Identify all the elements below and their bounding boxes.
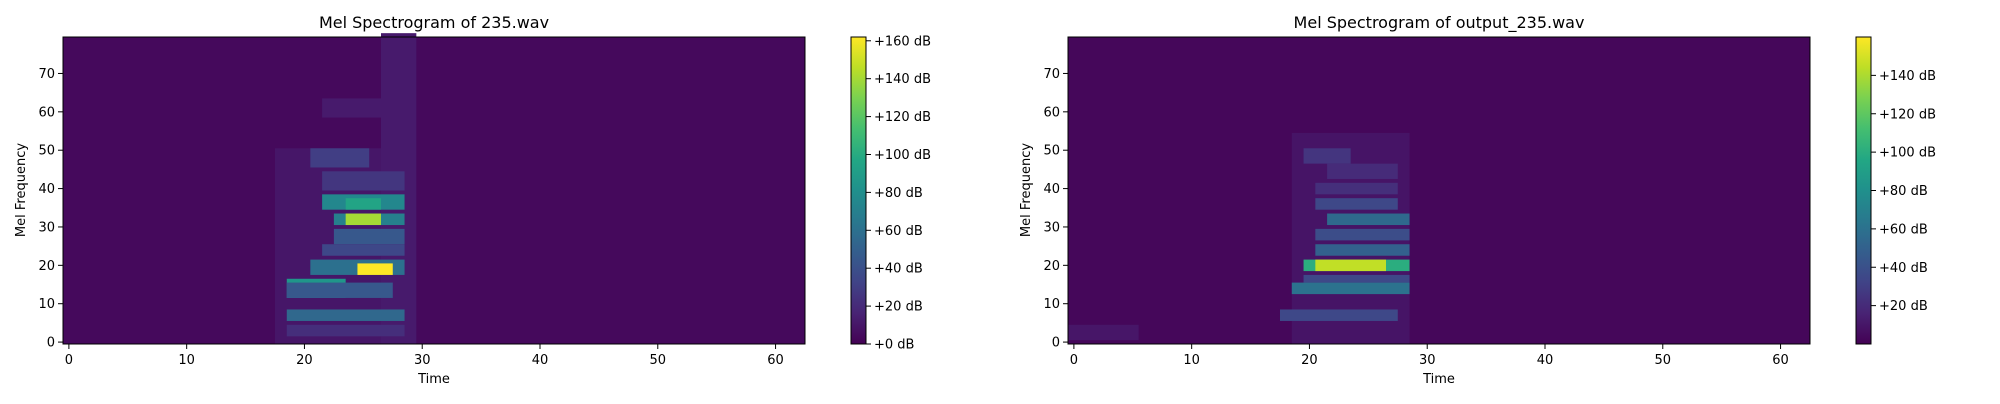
plot-area-1: [63, 37, 805, 344]
heatmap-cell: [286, 324, 405, 337]
heatmap-cell: [1315, 198, 1398, 210]
heatmap-cell: [1303, 274, 1410, 283]
heatmap-cell: [310, 148, 370, 168]
y-tick-label: 40: [38, 182, 55, 197]
y-tick-label: 60: [1043, 105, 1060, 120]
x-tick-label: 60: [1772, 353, 1789, 368]
x-tick-label: 60: [767, 353, 784, 368]
chart-title-1: Mel Spectrogram of 235.wav: [319, 13, 549, 32]
y-tick-label: 20: [38, 259, 55, 274]
colorbar-2: [1855, 36, 1872, 345]
heatmap-cell: [1327, 163, 1398, 179]
x-ticks-1: 0 10 20 30 40 50 60: [65, 344, 784, 368]
colorbar-tick-label: +160 dB: [874, 34, 931, 49]
heatmap-cell: [322, 98, 381, 118]
heatmap-cell: [286, 309, 405, 321]
heatmap-cells-2: [1068, 132, 1410, 344]
colorbar-tick-label: +20 dB: [874, 300, 923, 315]
colorbar-tick-label: +120 dB: [874, 110, 931, 125]
heatmap-cell: [1291, 282, 1410, 295]
heatmap-cell: [286, 282, 393, 298]
y-tick-label: 50: [1043, 144, 1060, 159]
heatmap-cell: [1303, 148, 1351, 164]
y-tick-label: 10: [1043, 297, 1060, 312]
heatmap-cell: [1315, 259, 1386, 272]
y-tick-label: 60: [38, 105, 55, 120]
heatmap-cell: [1068, 324, 1139, 341]
colorbar-tick-label: +100 dB: [874, 148, 931, 163]
heatmap-cell: [1315, 228, 1410, 241]
chart-title-2: Mel Spectrogram of output_235.wav: [1294, 13, 1585, 33]
x-tick-label: 30: [1419, 353, 1436, 368]
y-tick-label: 0: [47, 336, 55, 351]
colorbar-ticks-1: +0 dB +20 dB +40 dB +60 dB +80 dB +100 dB +120…: [866, 34, 931, 353]
colorbar-1: [850, 36, 867, 345]
plot-frame-1: [62, 36, 806, 345]
colorbar-tick-label: +140 dB: [874, 72, 931, 87]
colorbar-tick-label: +100 dB: [1879, 146, 1936, 161]
y-tick-label: 10: [38, 297, 55, 312]
y-tick-label: 30: [38, 220, 55, 235]
x-tick-label: 0: [65, 353, 73, 368]
x-tick-label: 20: [296, 353, 313, 368]
colorbar-tick-label: +140 dB: [1879, 69, 1936, 84]
colorbar-tick-label: +40 dB: [1879, 261, 1928, 276]
x-tick-label: 50: [650, 353, 667, 368]
y-axis-label-1: Mel Frequency: [14, 143, 29, 237]
y-tick-label: 50: [38, 144, 55, 159]
x-tick-label: 50: [1655, 353, 1672, 368]
x-tick-label: 40: [532, 353, 549, 368]
colorbar-tick-label: +80 dB: [874, 186, 923, 201]
y-axis-label-2: Mel Frequency: [1019, 143, 1034, 237]
heatmap-cell: [1315, 244, 1410, 256]
heatmap-cell: [333, 228, 405, 245]
plot-area-2: [1068, 37, 1810, 344]
colorbar-tick-label: +120 dB: [1879, 107, 1936, 122]
y-ticks-2: 0 10 20 30 40 50 60 70: [1043, 67, 1068, 351]
spectrogram-panel-1: Mel Spectrogram of 235.wav 0 10 20 30 40 50 60…: [14, 13, 931, 387]
y-ticks-1: 0 10 20 30 40 50 60 70: [38, 67, 63, 351]
x-tick-label: 30: [414, 353, 431, 368]
heatmap-cell: [322, 244, 405, 256]
x-ticks-2: 0 10 20 30 40 50 60: [1070, 344, 1789, 368]
heatmap-cell: [322, 171, 405, 191]
y-tick-label: 30: [1043, 220, 1060, 235]
x-tick-label: 40: [1537, 353, 1554, 368]
heatmap-cell: [357, 263, 393, 275]
heatmap-cell: [345, 198, 381, 210]
colorbar-ticks-2: +20 dB +40 dB +60 dB +80 dB +100 dB +120 dB +1…: [1871, 69, 1936, 314]
colorbar-tick-label: +60 dB: [874, 224, 923, 239]
y-tick-label: 20: [1043, 259, 1060, 274]
y-tick-label: 0: [1052, 336, 1060, 351]
x-tick-label: 10: [178, 353, 195, 368]
colorbar-tick-label: +80 dB: [1879, 184, 1928, 199]
plot-frame-2: [1067, 36, 1811, 345]
heatmap-cell: [1280, 309, 1398, 321]
x-tick-label: 0: [1070, 353, 1078, 368]
y-tick-label: 70: [1043, 67, 1060, 82]
colorbar-tick-label: +0 dB: [874, 338, 914, 353]
y-tick-label: 70: [38, 67, 55, 82]
heatmap-cells-1: [275, 33, 417, 344]
colorbar-tick-label: +60 dB: [1879, 222, 1928, 237]
heatmap-cell: [345, 213, 381, 226]
heatmap-cell: [1327, 213, 1410, 226]
colorbar-tick-label: +40 dB: [874, 262, 923, 277]
spectrogram-panel-2: Mel Spectrogram of output_235.wav 0 10 20 3…: [1019, 13, 1936, 387]
x-tick-label: 10: [1183, 353, 1200, 368]
x-tick-label: 20: [1301, 353, 1318, 368]
heatmap-cell: [1315, 182, 1398, 195]
colorbar-tick-label: +20 dB: [1879, 299, 1928, 314]
x-axis-label-2: Time: [1422, 372, 1455, 387]
y-tick-label: 40: [1043, 182, 1060, 197]
x-axis-label-1: Time: [417, 372, 450, 387]
